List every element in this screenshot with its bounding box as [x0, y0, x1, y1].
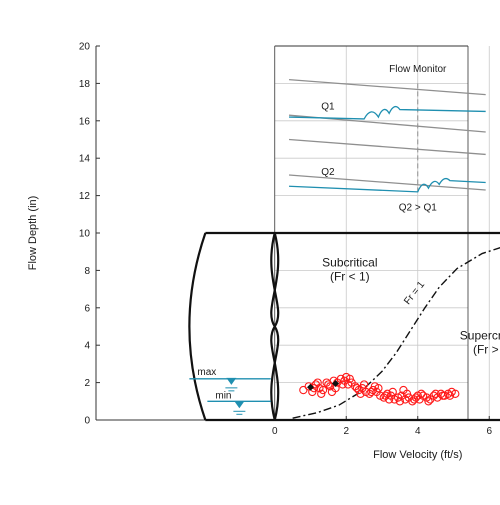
froude-curve [292, 246, 500, 419]
y-tick-label: 16 [79, 116, 91, 127]
x-tick-label: 2 [343, 426, 349, 437]
y-axis-label: Flow Depth (in) [27, 196, 39, 271]
scatter-point [424, 397, 433, 406]
scatter-point [338, 380, 347, 389]
scatter-point [324, 380, 333, 389]
x-tick-label: 6 [486, 426, 492, 437]
y-tick-label: 18 [79, 79, 91, 90]
scatter-point [399, 385, 408, 395]
min-level-marker [234, 401, 245, 409]
flow-relation-label: Q2 > Q1 [399, 203, 438, 214]
y-tick-label: 2 [84, 378, 90, 389]
x-tick-label: 0 [272, 426, 278, 437]
scatter-point [413, 391, 422, 400]
data-marks [292, 246, 500, 419]
scatter-point [318, 385, 328, 395]
y-tick-label: 20 [79, 42, 91, 53]
y-tick-label: 4 [84, 341, 90, 352]
scatter-point [395, 397, 405, 406]
q2-upper-boundary [289, 138, 486, 156]
q2-lower-boundary [289, 174, 486, 191]
scatter-point [317, 389, 326, 398]
pipe-drawing [188, 231, 500, 422]
scatter-point [342, 372, 351, 382]
max-level-label: max [197, 367, 216, 378]
axes: 0246810121416182002468 [79, 42, 493, 438]
scatter-point [445, 391, 455, 400]
subcritical-froude-label: (Fr < 1) [330, 270, 370, 284]
scatter-point [384, 395, 394, 404]
q1-upper-boundary [289, 79, 486, 96]
scatter-point [313, 378, 322, 387]
highlight-point [307, 383, 314, 391]
chart-labels: Flow Velocity (ft/s) Flow Depth (in) Sub… [27, 64, 500, 461]
supercritical-label: Supercritical [460, 329, 500, 343]
q1-depth-trace [289, 105, 486, 120]
max-level-marker [226, 377, 237, 385]
x-tick-label: 4 [415, 426, 421, 437]
q1-label: Q1 [321, 102, 335, 113]
y-tick-label: 0 [84, 416, 90, 427]
scatter-point [359, 380, 369, 389]
pipe-left-end [188, 232, 207, 421]
scatter-point [451, 389, 460, 398]
y-tick-label: 8 [84, 266, 90, 277]
inset-title: Flow Monitor [389, 64, 447, 75]
subcritical-label: Subcritical [322, 256, 377, 270]
q2-label: Q2 [321, 167, 335, 178]
flow-monitor-inset [288, 79, 486, 193]
froude-curve-label: Fr = 1 [402, 279, 427, 307]
y-tick-label: 6 [84, 303, 90, 314]
y-tick-label: 12 [79, 191, 91, 202]
scatter-point [370, 382, 379, 391]
scatter-point [327, 387, 337, 397]
x-axis-label: Flow Velocity (ft/s) [373, 449, 462, 461]
y-tick-label: 10 [79, 229, 91, 240]
pipe-inlet-section-back [270, 232, 280, 421]
scatter-point [356, 389, 365, 398]
min-level-label: min [215, 390, 231, 401]
supercritical-froude-label: (Fr > 1) [473, 343, 500, 357]
q2-depth-trace [289, 177, 486, 193]
scatter-point [388, 387, 397, 397]
highlight-point [332, 380, 340, 388]
y-tick-label: 14 [79, 154, 91, 165]
